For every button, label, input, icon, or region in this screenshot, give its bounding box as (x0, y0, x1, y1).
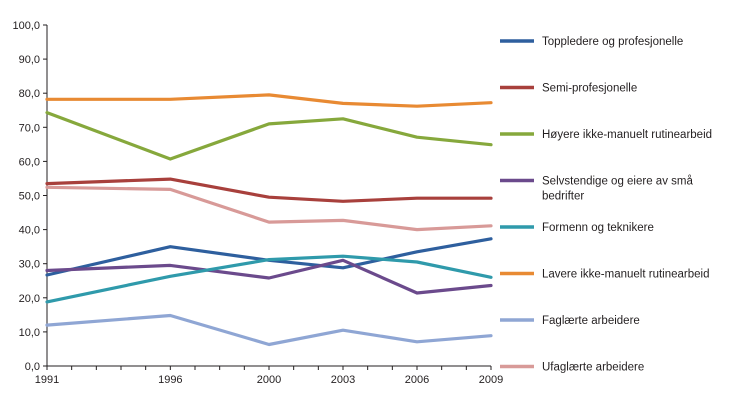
x-tick-label: 2006 (405, 374, 429, 386)
legend-label: Høyere ikke-manuelt rutinearbeid (542, 129, 712, 141)
series-line (45, 237, 493, 277)
series-line (45, 258, 493, 295)
x-tick-label: 1991 (35, 374, 59, 386)
series-line (45, 185, 493, 232)
legend-label: Formenn og teknikere (542, 222, 654, 234)
legend-label: Faglærte arbeidere (542, 315, 640, 327)
y-tick-label: 100,0 (12, 20, 40, 32)
x-tick-label: 2003 (331, 374, 355, 386)
series-line (45, 177, 493, 203)
legend-label: Semi-profesjonelle (542, 83, 637, 95)
y-tick-label: 20,0 (19, 293, 40, 305)
y-tick-label: 80,0 (19, 88, 40, 100)
y-tick-label: 10,0 (19, 327, 40, 339)
legend-label: Lavere ikke-manuelt rutinearbeid (542, 269, 709, 281)
x-tick-label: 2000 (257, 374, 281, 386)
y-tick-label: 90,0 (19, 54, 40, 66)
series-line (45, 254, 493, 304)
y-tick-label: 60,0 (19, 156, 40, 168)
y-tick-label: 40,0 (19, 225, 40, 237)
x-tick-label: 2009 (479, 374, 503, 386)
series-line (45, 93, 493, 108)
y-tick-label: 0,0 (25, 361, 40, 373)
legend-label: Ufaglærte arbeidere (542, 362, 644, 374)
legend-label: Toppledere og profesjonelle (542, 36, 683, 48)
series-line (45, 110, 493, 161)
y-tick-label: 50,0 (19, 191, 40, 203)
legend-label: Selvstendige og eiere av små bedrifter (542, 176, 693, 203)
x-tick-label: 1996 (158, 374, 182, 386)
y-tick-label: 30,0 (19, 259, 40, 271)
y-tick-label: 70,0 (19, 122, 40, 134)
series-line (45, 313, 493, 347)
